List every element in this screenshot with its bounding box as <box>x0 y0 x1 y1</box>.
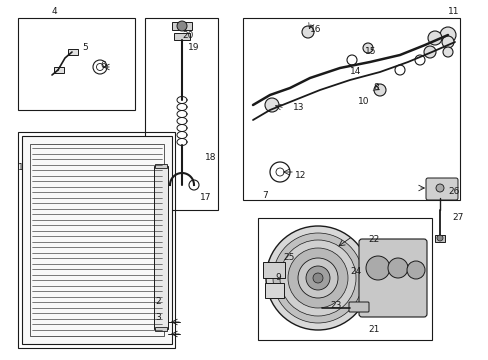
Circle shape <box>442 47 452 57</box>
Text: 12: 12 <box>294 171 306 180</box>
Bar <box>264 283 284 298</box>
Circle shape <box>305 266 329 290</box>
Text: 19: 19 <box>187 44 199 53</box>
Bar <box>243 18 459 200</box>
Circle shape <box>265 226 369 330</box>
Bar <box>155 327 167 331</box>
Text: 2: 2 <box>155 297 160 306</box>
Circle shape <box>436 235 442 241</box>
Text: 23: 23 <box>329 301 341 310</box>
Circle shape <box>177 21 186 31</box>
Circle shape <box>435 184 443 192</box>
Text: 7: 7 <box>262 192 267 201</box>
Bar <box>154 166 168 329</box>
Text: 4: 4 <box>52 8 58 17</box>
Text: 8: 8 <box>372 84 378 93</box>
Text: 9: 9 <box>274 274 280 283</box>
Text: 10: 10 <box>357 98 369 107</box>
Text: 3: 3 <box>155 312 161 321</box>
Circle shape <box>287 248 347 308</box>
Circle shape <box>365 256 389 280</box>
Text: 20: 20 <box>182 31 193 40</box>
Circle shape <box>423 46 435 58</box>
Circle shape <box>264 98 279 112</box>
Text: 1: 1 <box>18 163 24 172</box>
Bar <box>54 67 64 73</box>
Circle shape <box>362 43 372 53</box>
Circle shape <box>439 27 455 43</box>
Circle shape <box>373 84 385 96</box>
Bar <box>68 49 78 55</box>
Text: 24: 24 <box>349 267 361 276</box>
Text: 26: 26 <box>447 188 458 197</box>
Circle shape <box>441 36 453 48</box>
Text: 22: 22 <box>367 235 379 244</box>
Text: 25: 25 <box>283 253 294 262</box>
Text: 5: 5 <box>82 44 87 53</box>
FancyBboxPatch shape <box>358 239 426 317</box>
Circle shape <box>406 261 424 279</box>
Bar <box>174 33 190 40</box>
Bar <box>145 18 218 210</box>
Circle shape <box>297 258 337 298</box>
Text: 21: 21 <box>367 325 379 334</box>
Bar <box>18 18 135 110</box>
Bar <box>263 262 285 278</box>
Circle shape <box>302 26 313 38</box>
Circle shape <box>427 31 441 45</box>
FancyBboxPatch shape <box>348 302 368 312</box>
Text: 16: 16 <box>309 26 321 35</box>
Circle shape <box>312 273 323 283</box>
Text: 14: 14 <box>349 68 361 77</box>
Text: 13: 13 <box>292 104 304 112</box>
Text: 18: 18 <box>204 153 216 162</box>
Text: 6: 6 <box>100 60 105 69</box>
Text: 11: 11 <box>447 8 459 17</box>
Bar <box>172 22 192 30</box>
Bar <box>18 132 175 348</box>
Text: 17: 17 <box>200 194 211 202</box>
Circle shape <box>387 258 407 278</box>
Bar <box>22 136 172 344</box>
FancyBboxPatch shape <box>425 178 457 200</box>
Circle shape <box>272 233 362 323</box>
Bar <box>30 144 163 336</box>
Text: 27: 27 <box>451 213 463 222</box>
Bar <box>434 235 444 242</box>
Bar <box>155 164 167 168</box>
Bar <box>258 218 431 340</box>
Text: 15: 15 <box>364 48 376 57</box>
Circle shape <box>280 240 355 316</box>
